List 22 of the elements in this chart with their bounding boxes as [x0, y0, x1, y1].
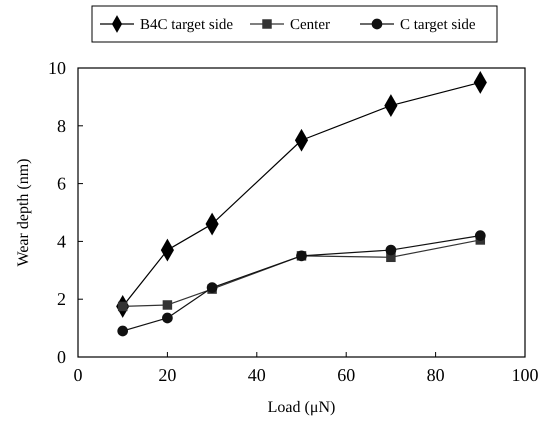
y-tick-label: 2 [57, 289, 66, 310]
y-tick-label: 0 [57, 347, 66, 367]
y-axis-title: Wear depth (nm) [15, 158, 32, 266]
y-tick-label: 6 [57, 174, 66, 194]
x-tick-label: 20 [158, 365, 176, 385]
legend-label: Center [290, 17, 330, 33]
x-tick-label: 80 [426, 365, 445, 385]
point [162, 312, 173, 324]
x-tick-label: 0 [74, 365, 82, 385]
y-tick-label: 4 [57, 231, 66, 252]
y-tick-label: 10 [48, 58, 66, 78]
x-tick-label: 40 [248, 365, 266, 385]
x-axis-title: Load (μN) [268, 399, 336, 416]
x-tick-label: 100 [512, 365, 538, 385]
point [162, 300, 172, 310]
x-tick-label: 60 [337, 365, 356, 385]
point [386, 244, 396, 256]
y-tick-label: 8 [57, 116, 66, 136]
point [474, 230, 486, 241]
legend-label: B4C target side [140, 17, 234, 33]
legend-label: C target side [400, 17, 476, 33]
point [117, 326, 128, 336]
